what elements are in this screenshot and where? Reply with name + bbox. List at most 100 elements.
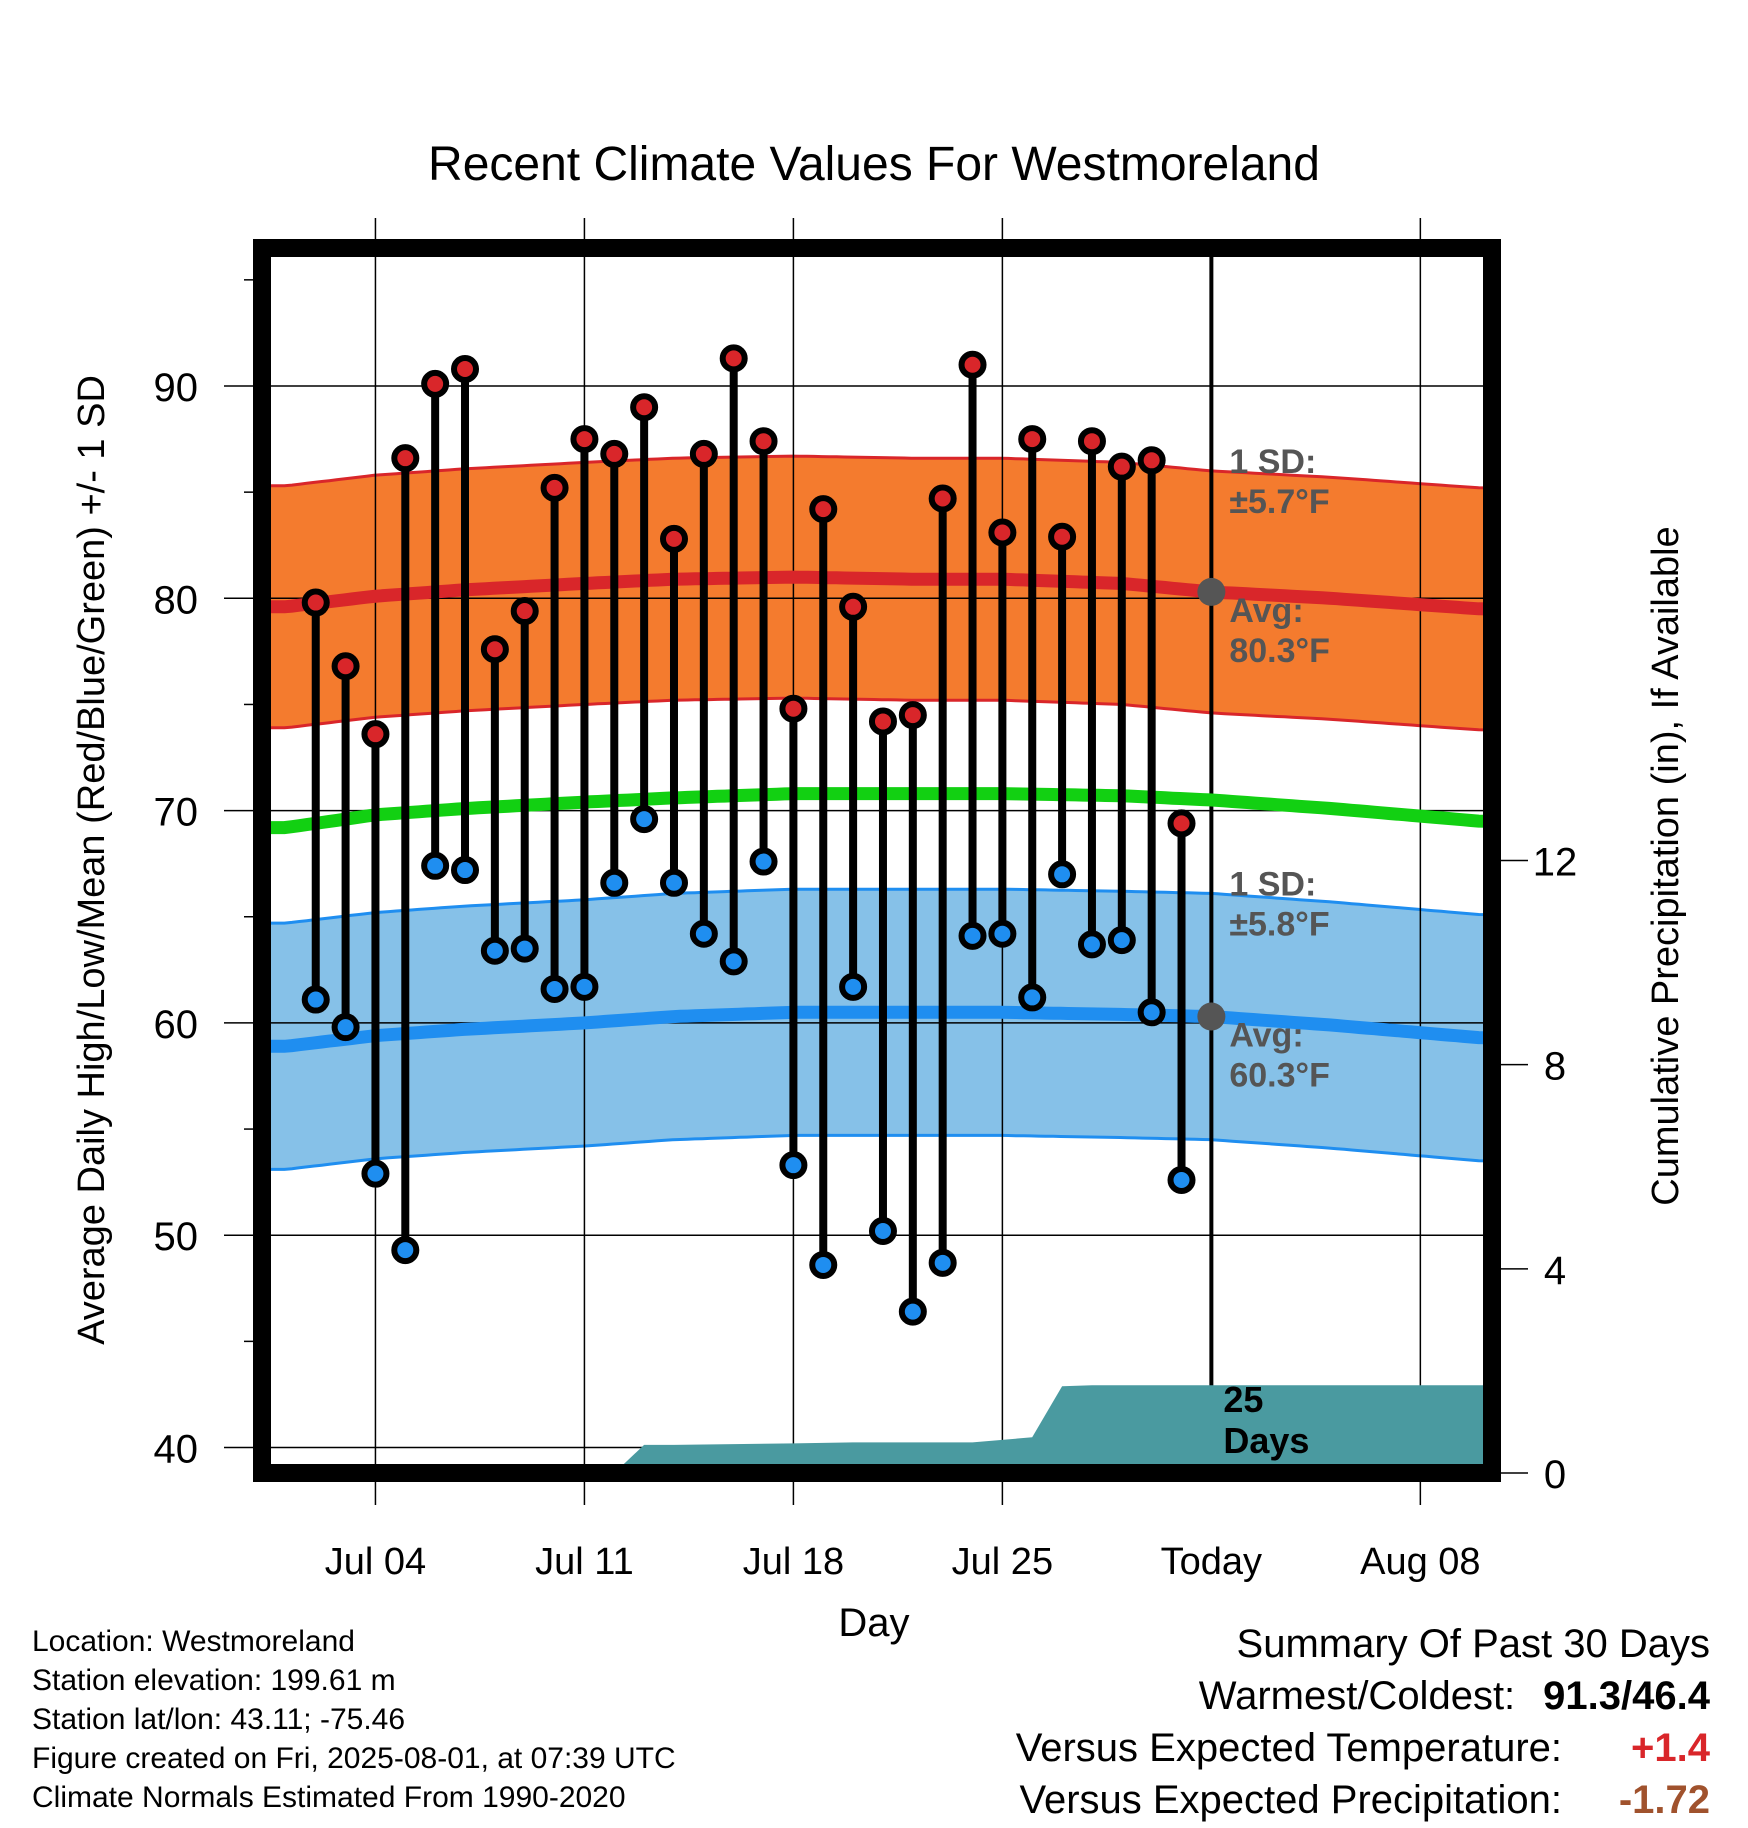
summary-precip: Versus Expected Precipitation: -1.72 xyxy=(1016,1774,1710,1826)
summary-temp-label: Versus Expected Temperature: xyxy=(1015,1726,1562,1770)
high-point xyxy=(331,652,360,681)
high-point xyxy=(1107,452,1136,481)
low-point xyxy=(779,1151,808,1180)
y2-tick-label: 8 xyxy=(1544,1045,1566,1089)
x-axis-label: Day xyxy=(838,1601,909,1645)
low-point xyxy=(1167,1166,1196,1195)
high-sd-band xyxy=(262,456,1486,730)
low-point xyxy=(1137,998,1166,1027)
summary-panel: Summary Of Past 30 Days Warmest/Coldest:… xyxy=(1016,1618,1710,1826)
low-point xyxy=(510,934,539,963)
low-point xyxy=(600,868,629,897)
low-sd-lower-edge xyxy=(262,1133,1487,1171)
high-avg-label: Avg: xyxy=(1229,592,1303,630)
precip-days-word: Days xyxy=(1223,1420,1309,1461)
y-axis-label: Average Daily High/Low/Mean (Red/Blue/Gr… xyxy=(71,375,113,1345)
low-point xyxy=(421,851,450,880)
high-point xyxy=(958,350,987,379)
low-sd-value: ±5.8°F xyxy=(1229,905,1329,943)
high-point xyxy=(689,439,718,468)
high-point xyxy=(898,701,927,730)
low-point xyxy=(928,1248,957,1277)
low-point xyxy=(719,947,748,976)
summary-title: Summary Of Past 30 Days xyxy=(1236,1622,1710,1666)
high-point xyxy=(779,694,808,723)
high-point xyxy=(868,707,897,736)
x-tick-label: Jul 18 xyxy=(743,1541,844,1583)
y2-tick-label: 12 xyxy=(1533,841,1578,885)
low-point xyxy=(898,1297,927,1326)
low-point xyxy=(540,974,569,1003)
low-point xyxy=(1107,926,1136,955)
y-tick-label: 90 xyxy=(154,366,199,410)
chart-title: Recent Climate Values For Westmoreland xyxy=(428,138,1320,191)
low-point xyxy=(301,985,330,1014)
low-point xyxy=(570,972,599,1001)
summary-precip-label: Versus Expected Precipitation: xyxy=(1019,1778,1562,1822)
low-point xyxy=(659,868,688,897)
low-point xyxy=(480,936,509,965)
high-point xyxy=(1048,522,1077,551)
high-point xyxy=(1167,809,1196,838)
x-tick-label: Jul 11 xyxy=(535,1541,634,1583)
low-sd-upper-edge xyxy=(262,887,1487,925)
low-point xyxy=(749,847,778,876)
low-point xyxy=(868,1216,897,1245)
precip-days-number: 25 xyxy=(1223,1379,1263,1420)
precip-area xyxy=(262,1385,1492,1473)
y-tick-label: 70 xyxy=(154,791,199,835)
x-tick-label: Today xyxy=(1161,1541,1262,1583)
high-point xyxy=(421,369,450,398)
low-point xyxy=(331,1013,360,1042)
info-created: Figure created on Fri, 2025-08-01, at 07… xyxy=(32,1742,676,1775)
summary-warm-cold-value: 91.3/46.4 xyxy=(1543,1674,1710,1718)
summary-warm-cold-label: Warmest/Coldest: xyxy=(1198,1674,1516,1718)
high-point xyxy=(809,495,838,524)
low-point xyxy=(958,921,987,950)
high-point xyxy=(1137,446,1166,475)
summary-temp: Versus Expected Temperature: +1.4 xyxy=(1016,1722,1710,1774)
y-tick-label: 80 xyxy=(154,578,199,622)
high-point xyxy=(719,344,748,373)
y-tick-label: 50 xyxy=(154,1215,199,1259)
y2-tick-label: 0 xyxy=(1544,1453,1566,1497)
y2-tick-label: 4 xyxy=(1544,1249,1566,1293)
high-sd-label: 1 SD: xyxy=(1229,443,1316,481)
x-tick-label: Aug 08 xyxy=(1360,1541,1480,1583)
high-point xyxy=(1077,427,1106,456)
y-tick-label: 40 xyxy=(154,1428,199,1472)
low-point xyxy=(1048,860,1077,889)
high-point xyxy=(480,635,509,664)
high-avg-value: 80.3°F xyxy=(1229,632,1330,670)
summary-temp-value: +1.4 xyxy=(1631,1726,1710,1770)
summary-warm-cold: Warmest/Coldest: 91.3/46.4 xyxy=(1016,1670,1710,1722)
low-point xyxy=(988,919,1017,948)
low-avg-value: 60.3°F xyxy=(1229,1057,1330,1095)
summary-precip-value: -1.72 xyxy=(1618,1778,1710,1822)
plot-frame xyxy=(253,239,1501,1482)
high-point xyxy=(301,588,330,617)
high-point xyxy=(540,473,569,502)
high-sd-value: ±5.7°F xyxy=(1229,483,1329,521)
low-normal-line xyxy=(262,1005,1487,1053)
info-elevation: Station elevation: 199.61 m xyxy=(32,1664,396,1697)
high-point xyxy=(391,444,420,473)
high-point xyxy=(510,597,539,626)
low-point xyxy=(1077,930,1106,959)
info-normals: Climate Normals Estimated From 1990-2020 xyxy=(32,1781,626,1814)
low-point xyxy=(361,1159,390,1188)
low-point xyxy=(1018,983,1047,1012)
high-point xyxy=(600,439,629,468)
low-sd-label: 1 SD: xyxy=(1229,865,1316,903)
today-high-normal-marker xyxy=(1197,577,1226,606)
high-point xyxy=(451,355,480,384)
high-point xyxy=(570,425,599,454)
y-tick-label: 60 xyxy=(154,1003,199,1047)
info-location: Location: Westmoreland xyxy=(32,1625,355,1658)
x-tick-label: Jul 04 xyxy=(325,1541,426,1583)
high-point xyxy=(659,524,688,553)
low-point xyxy=(391,1236,420,1265)
low-point xyxy=(689,919,718,948)
high-point xyxy=(839,592,868,621)
